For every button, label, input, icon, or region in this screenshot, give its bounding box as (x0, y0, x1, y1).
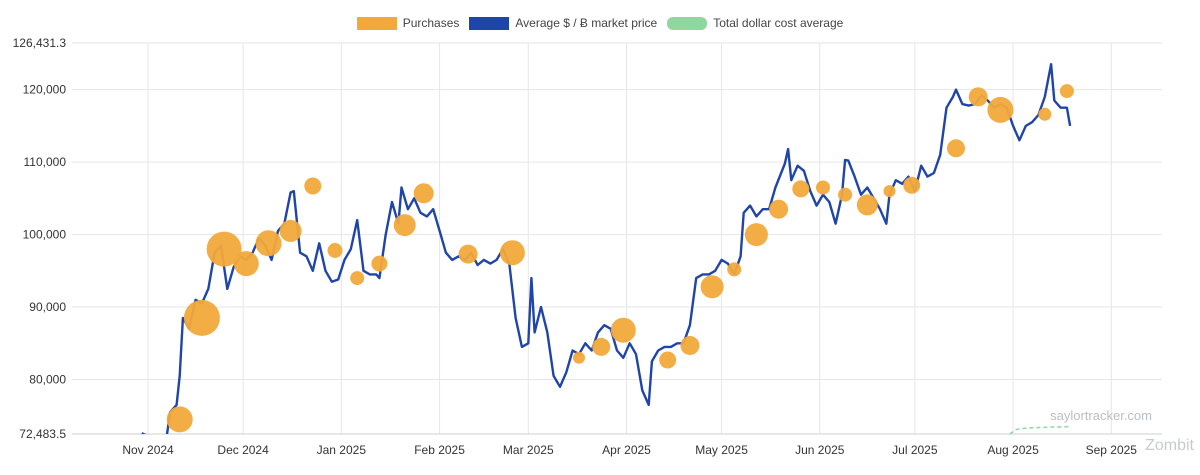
purchase-bubble (255, 230, 282, 257)
y-tick-label: 80,000 (29, 373, 66, 387)
x-tick-label: Nov 2024 (122, 443, 174, 457)
purchase-bubble (659, 351, 677, 369)
purchase-bubble (304, 177, 322, 195)
legend-swatch-market-price (469, 16, 510, 30)
purchase-bubble (279, 219, 302, 242)
legend-item-market-price[interactable]: Average $ / Ƀ market price (469, 16, 657, 30)
purchase-bubble (700, 275, 724, 299)
y-tick-label: 120,000 (23, 83, 67, 97)
y-tick-label: 72,483.5 (19, 427, 66, 441)
purchase-bubble (371, 255, 388, 272)
legend-label-cost-average: Total dollar cost average (713, 16, 844, 30)
purchase-bubble (816, 180, 830, 195)
x-tick-label: Feb 2025 (414, 443, 465, 457)
purchase-bubble (183, 299, 220, 336)
purchase-bubble (968, 87, 988, 107)
purchase-bubble (458, 244, 478, 264)
purchase-bubble (856, 194, 878, 216)
purchase-bubble (1038, 107, 1052, 121)
purchase-bubble (727, 262, 742, 277)
purchase-bubble (769, 199, 789, 219)
purchase-bubble (903, 176, 921, 194)
purchase-bubble (610, 317, 636, 343)
market-price-line (141, 62, 1072, 434)
purchase-bubble (947, 139, 965, 158)
x-tick-label: Sep 2025 (1086, 443, 1138, 457)
purchase-bubble (1059, 84, 1074, 99)
purchase-bubble (744, 223, 768, 247)
watermark: saylortracker.com (1050, 408, 1152, 423)
x-tick-label: May 2025 (695, 443, 748, 457)
plot-area (141, 62, 1074, 434)
legend-swatch-cost-average (667, 16, 708, 30)
x-tick-label: Dec 2024 (217, 443, 269, 457)
legend-label-purchases: Purchases (402, 16, 460, 30)
brand-logo: Zombit (1145, 437, 1194, 454)
purchase-bubble (987, 96, 1014, 123)
purchase-bubble (838, 187, 853, 202)
x-tick-label: Jul 2025 (892, 443, 938, 457)
y-tick-label: 110,000 (24, 155, 67, 169)
legend-swatch-purchases (356, 16, 397, 30)
legend-label-market-price: Average $ / Ƀ market price (515, 16, 658, 30)
cost-average-line (1009, 425, 1071, 434)
purchase-bubble (499, 240, 525, 266)
purchase-bubble (413, 183, 434, 204)
x-tick-label: Jan 2025 (317, 443, 367, 457)
purchase-bubble (792, 180, 810, 198)
legend-item-cost-average[interactable]: Total dollar cost average (667, 16, 843, 30)
purchase-bubble (206, 231, 242, 267)
y-tick-label: 126,431.3 (13, 36, 67, 50)
purchase-bubble (393, 214, 416, 237)
x-tick-label: Aug 2025 (987, 443, 1039, 457)
x-tick-label: Apr 2025 (602, 443, 651, 457)
x-tick-label: Mar 2025 (503, 443, 554, 457)
purchase-bubble (233, 251, 259, 277)
purchase-bubble (680, 336, 700, 355)
purchase-bubble (573, 351, 585, 364)
purchase-bubble (327, 243, 343, 258)
x-tick-label: Jun 2025 (795, 443, 845, 457)
chart-legend: Purchases Average $ / Ƀ market price Tot… (0, 16, 1200, 30)
purchase-bubble (883, 185, 896, 198)
purchase-bubble (592, 337, 611, 356)
y-tick-label: 100,000 (23, 228, 67, 242)
y-tick-label: 90,000 (29, 300, 66, 314)
purchase-bubble (350, 271, 365, 286)
purchase-bubble (166, 406, 193, 433)
legend-item-purchases[interactable]: Purchases (356, 16, 460, 30)
